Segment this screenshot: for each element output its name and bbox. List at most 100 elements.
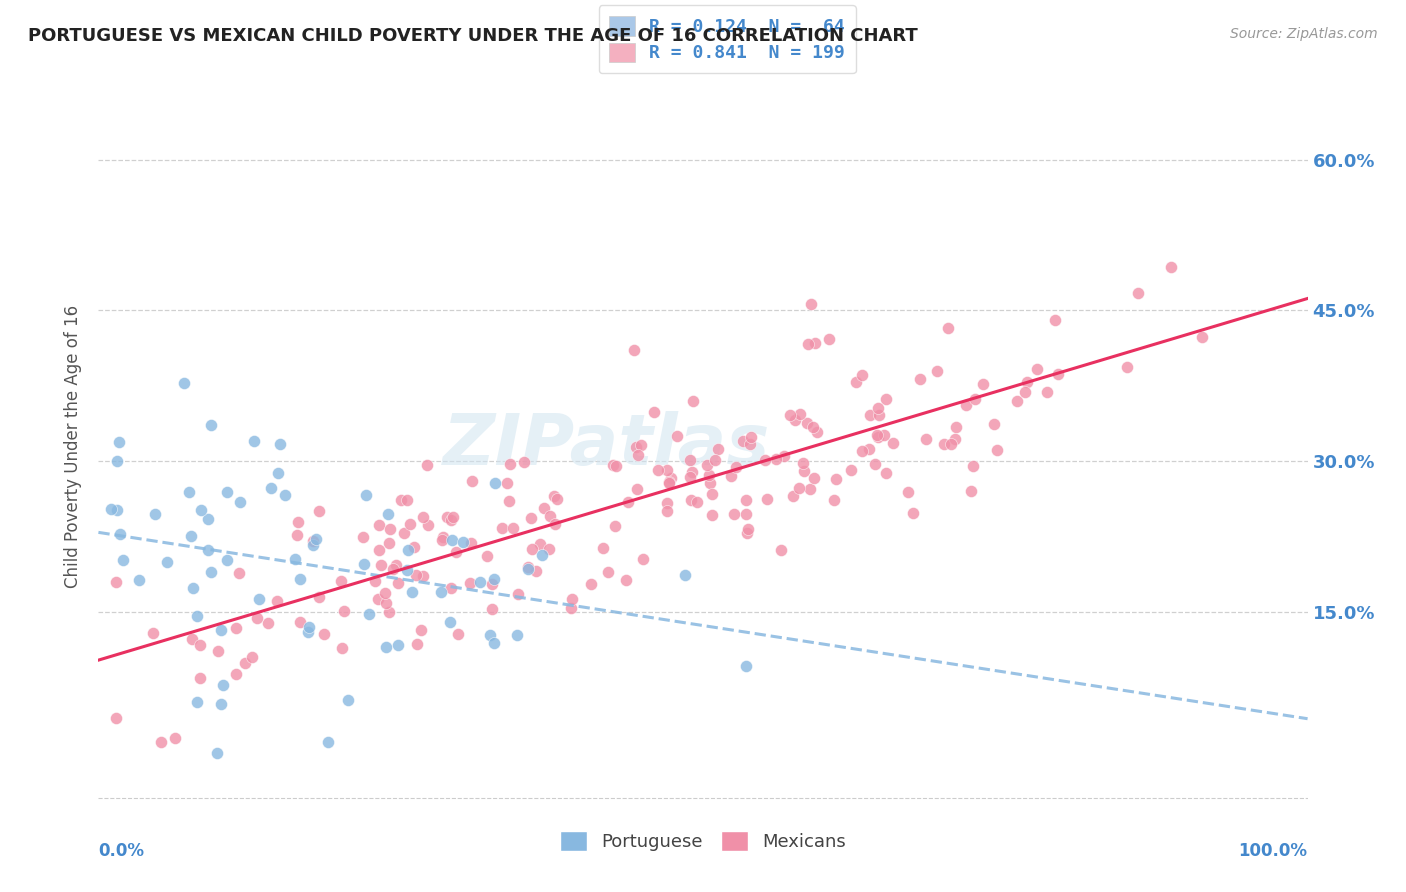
- Point: [1047, 367, 1070, 381]
- Point: [631, 552, 654, 566]
- Point: [787, 481, 810, 495]
- Point: [756, 491, 779, 506]
- Point: [405, 567, 427, 582]
- Point: [142, 625, 165, 640]
- Point: [481, 602, 503, 616]
- Point: [873, 428, 896, 442]
- Point: [1128, 286, 1150, 301]
- Point: [240, 650, 263, 665]
- Point: [824, 472, 846, 486]
- Point: [181, 582, 204, 596]
- Point: [673, 567, 696, 582]
- Point: [986, 443, 1008, 458]
- Point: [658, 476, 681, 491]
- Point: [543, 489, 565, 503]
- Point: [630, 438, 652, 452]
- Point: [908, 371, 931, 385]
- Point: [499, 457, 522, 471]
- Point: [481, 577, 503, 591]
- Point: [482, 572, 505, 586]
- Point: [517, 560, 540, 574]
- Point: [720, 469, 742, 483]
- Point: [404, 540, 426, 554]
- Point: [817, 332, 839, 346]
- Point: [242, 434, 264, 448]
- Point: [246, 610, 269, 624]
- Point: [353, 558, 375, 572]
- Point: [965, 392, 987, 407]
- Point: [546, 492, 568, 507]
- Point: [681, 466, 703, 480]
- Point: [605, 458, 627, 473]
- Point: [561, 591, 583, 606]
- Point: [186, 609, 208, 624]
- Point: [301, 538, 323, 552]
- Point: [367, 592, 389, 607]
- Point: [754, 453, 776, 467]
- Point: [1036, 384, 1059, 399]
- Point: [378, 536, 401, 550]
- Point: [723, 508, 745, 522]
- Point: [377, 508, 399, 522]
- Point: [256, 616, 278, 631]
- Text: 0.0%: 0.0%: [98, 842, 145, 860]
- Point: [579, 577, 602, 591]
- Point: [368, 517, 391, 532]
- Point: [603, 519, 626, 533]
- Point: [207, 644, 229, 658]
- Point: [602, 458, 624, 473]
- Point: [374, 640, 396, 654]
- Point: [484, 636, 506, 650]
- Point: [696, 458, 718, 473]
- Text: 100.0%: 100.0%: [1239, 842, 1308, 860]
- Point: [225, 621, 247, 635]
- Point: [1043, 312, 1066, 326]
- Point: [943, 432, 966, 446]
- Point: [498, 494, 520, 508]
- Point: [267, 466, 290, 480]
- Point: [209, 623, 232, 637]
- Point: [180, 632, 202, 646]
- Point: [398, 517, 420, 532]
- Point: [266, 594, 288, 608]
- Point: [412, 569, 434, 583]
- Point: [782, 489, 804, 503]
- Point: [789, 407, 811, 421]
- Point: [233, 657, 256, 671]
- Point: [659, 470, 682, 484]
- Point: [128, 573, 150, 587]
- Point: [962, 459, 984, 474]
- Point: [803, 470, 825, 484]
- Point: [560, 601, 582, 615]
- Point: [285, 528, 308, 542]
- Point: [520, 542, 543, 557]
- Point: [1014, 384, 1036, 399]
- Point: [105, 454, 128, 468]
- Point: [440, 533, 463, 547]
- Point: [150, 735, 173, 749]
- Point: [412, 510, 434, 524]
- Point: [679, 453, 702, 467]
- Point: [460, 535, 482, 549]
- Point: [699, 467, 721, 482]
- Point: [796, 416, 818, 430]
- Point: [516, 562, 538, 576]
- Point: [387, 638, 409, 652]
- Point: [735, 525, 758, 540]
- Point: [475, 549, 498, 564]
- Point: [484, 476, 506, 491]
- Point: [868, 430, 890, 444]
- Point: [845, 376, 868, 390]
- Point: [506, 627, 529, 641]
- Point: [529, 536, 551, 550]
- Point: [682, 393, 704, 408]
- Point: [925, 364, 948, 378]
- Point: [699, 476, 721, 491]
- Point: [439, 615, 461, 630]
- Point: [260, 481, 283, 495]
- Point: [875, 466, 897, 480]
- Point: [479, 628, 502, 642]
- Point: [444, 544, 467, 558]
- Point: [156, 556, 179, 570]
- Point: [228, 495, 250, 509]
